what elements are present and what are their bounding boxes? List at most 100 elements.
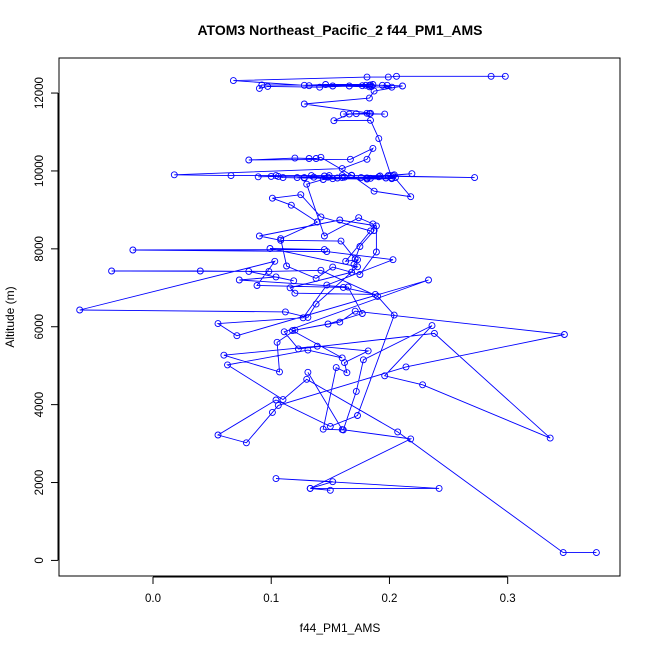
data-point [326, 422, 334, 430]
data-point [310, 173, 318, 181]
data-point [399, 82, 406, 90]
data-point [374, 292, 382, 300]
y-tick-label: 8000 [34, 236, 46, 262]
data-point [268, 194, 276, 202]
data-point [326, 486, 334, 494]
y-tick-label: 6000 [34, 314, 46, 340]
data-point [323, 248, 331, 256]
data-point [266, 245, 274, 252]
data-point [329, 263, 337, 271]
data-point [348, 172, 356, 180]
data-point [339, 283, 347, 291]
data-point [291, 154, 299, 162]
data-point [245, 267, 253, 275]
data-point [356, 271, 364, 278]
data-point [435, 484, 443, 492]
y-tick-label: 4000 [34, 392, 46, 418]
data-point [325, 172, 333, 180]
data-point [369, 220, 377, 228]
data-point [351, 255, 359, 263]
y-axis: 0 2000 4000 6000 8000 10000 12000 [34, 77, 59, 564]
data-point [268, 408, 276, 416]
data-point [367, 116, 374, 124]
data-point [313, 342, 321, 350]
data-point [394, 428, 402, 436]
data-point [279, 174, 287, 182]
data-point [546, 434, 554, 442]
data-point [337, 237, 345, 245]
data-point [294, 345, 302, 353]
data-point [338, 165, 346, 173]
data-point [419, 381, 427, 389]
data-point [336, 318, 344, 326]
series-layer [76, 72, 600, 557]
data-point [320, 172, 328, 180]
data-point [291, 326, 299, 334]
data-point [272, 396, 280, 404]
x-axis: 0.0 0.1 0.2 0.3 [145, 576, 516, 605]
data-point [108, 267, 116, 275]
data-point [365, 83, 373, 91]
data-point [356, 243, 364, 250]
data-point [375, 135, 383, 143]
chart-title: ATOM3 Northeast_Pacific_2 f44_PM1_AMS [197, 22, 482, 38]
data-point [388, 174, 396, 182]
data-point [351, 307, 359, 315]
y-axis-label: Altitude (m) [3, 286, 17, 347]
data-point [333, 174, 341, 182]
data-point [354, 263, 361, 271]
x-tick-label: 0.1 [263, 593, 279, 605]
data-point [367, 174, 374, 182]
data-point [367, 81, 374, 89]
data-point [381, 372, 389, 380]
data-point [592, 549, 600, 557]
data-point [300, 81, 308, 89]
data-point [281, 308, 289, 316]
data-point [313, 218, 321, 226]
data-point [329, 82, 337, 90]
data-point [289, 327, 296, 335]
data-point [214, 320, 222, 328]
series-line [275, 372, 440, 491]
data-point [170, 171, 178, 179]
data-point [330, 117, 338, 125]
data-point [235, 276, 243, 284]
data-point [324, 173, 332, 181]
data-point [319, 425, 327, 433]
data-point [299, 314, 307, 322]
data-point [376, 172, 384, 180]
data-point [304, 313, 312, 321]
data-point [428, 322, 436, 330]
data-point [345, 82, 353, 90]
data-point [255, 232, 263, 240]
data-point [393, 72, 400, 80]
data-point [343, 369, 351, 377]
data-point [408, 170, 416, 178]
data-point [341, 359, 348, 367]
data-point [279, 396, 287, 404]
data-point [220, 351, 228, 359]
data-point [367, 227, 374, 235]
x-tick-label: 0.2 [381, 593, 397, 605]
data-point [391, 174, 399, 182]
data-point [322, 81, 330, 88]
data-point [364, 347, 372, 355]
data-point [242, 439, 250, 447]
data-point [297, 191, 305, 199]
data-point [265, 267, 273, 275]
data-point [369, 81, 377, 88]
data-point [344, 283, 352, 291]
data-point [430, 329, 438, 337]
data-point [276, 368, 283, 376]
data-point [303, 375, 311, 383]
data-point [300, 174, 308, 182]
series-1 [272, 368, 443, 494]
data-point [367, 109, 374, 117]
data-point [348, 268, 356, 276]
data-point [272, 273, 280, 281]
data-point [375, 173, 383, 181]
data-point [323, 281, 331, 289]
data-point [317, 266, 325, 274]
data-point [283, 262, 291, 270]
